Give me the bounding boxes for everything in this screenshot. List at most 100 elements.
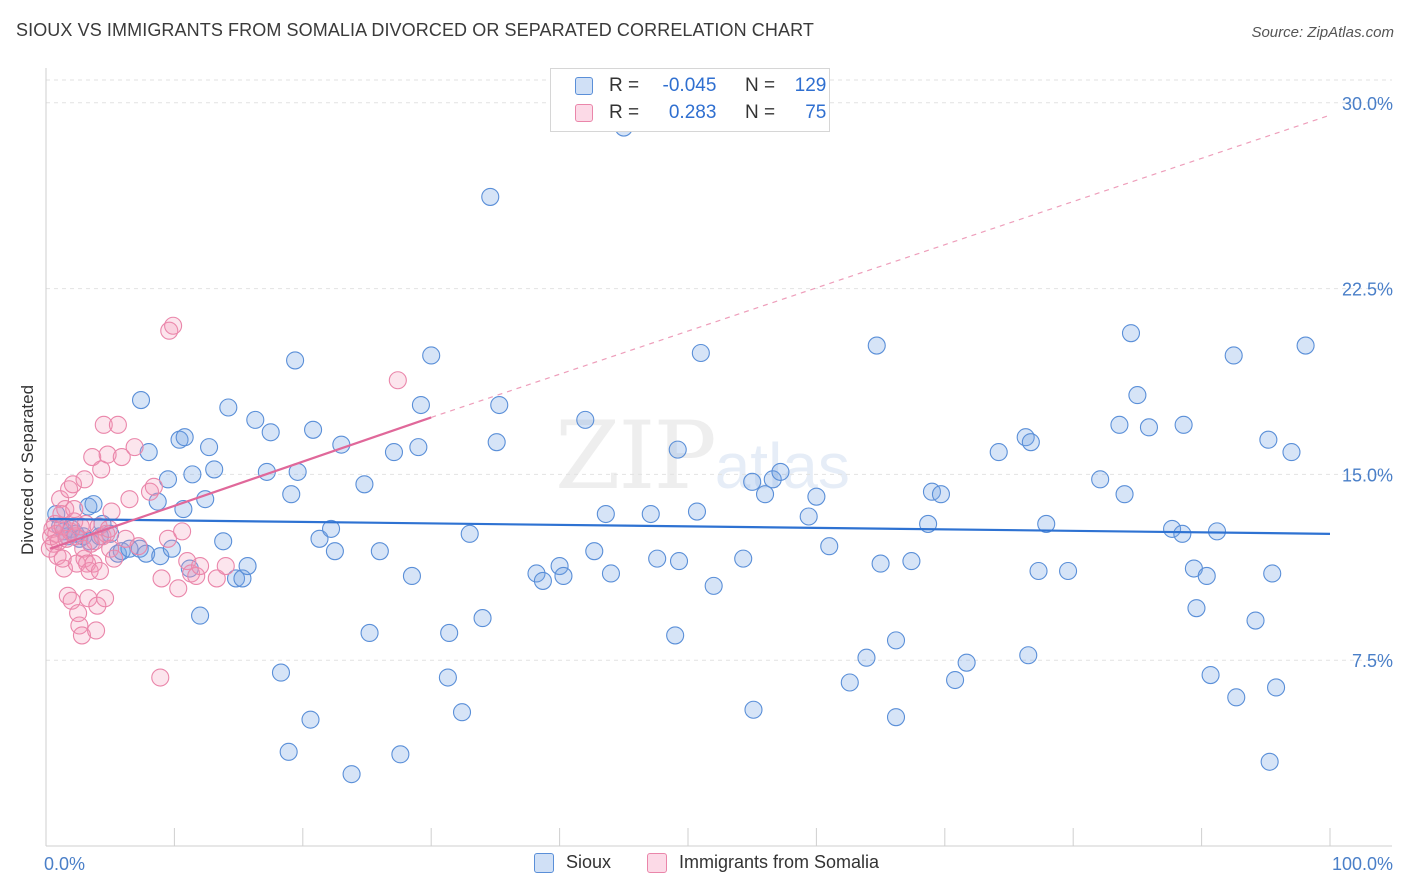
sioux-point	[666, 626, 685, 645]
somalia-point	[71, 517, 90, 536]
correlation-legend: R = -0.045 N = 129 R = 0.283 N = 75	[550, 68, 830, 132]
sioux-point	[957, 653, 976, 672]
sioux-point	[867, 336, 886, 355]
sioux-point	[820, 537, 839, 556]
somalia-point	[105, 549, 124, 568]
sioux-point	[1267, 678, 1286, 697]
sioux-point	[148, 492, 167, 511]
sioux-point	[840, 673, 859, 692]
somalia-point	[152, 569, 171, 588]
sioux-point	[886, 708, 906, 727]
sioux-point	[946, 670, 965, 690]
sioux-point	[325, 542, 344, 561]
x-tick-label: 100.0%	[1332, 854, 1393, 874]
sioux-point	[601, 564, 621, 583]
sioux-point	[1187, 599, 1206, 618]
somalia-swatch-icon	[575, 104, 593, 122]
sioux-point	[771, 462, 790, 481]
somalia-point	[88, 596, 107, 615]
sioux-point	[704, 576, 723, 595]
n-label: N =	[744, 102, 776, 123]
sioux-point	[1121, 324, 1141, 343]
data-points	[40, 118, 1331, 784]
sioux-point	[301, 710, 320, 729]
sioux-point	[886, 631, 906, 650]
sioux-point	[1139, 418, 1159, 437]
sioux-point	[1246, 611, 1265, 630]
axes	[45, 68, 1392, 847]
sioux-point	[1174, 415, 1193, 434]
sioux-point	[691, 343, 710, 363]
sioux-point	[1110, 415, 1129, 434]
somalia-point	[129, 537, 148, 556]
sioux-point	[668, 440, 687, 459]
sioux-point	[857, 648, 876, 667]
sioux-point	[282, 485, 301, 504]
sioux-point	[1128, 386, 1147, 405]
somalia-point	[158, 529, 178, 548]
sioux-point	[370, 542, 389, 561]
sioux-point	[355, 475, 374, 494]
somalia-point	[84, 554, 103, 573]
sioux-point	[871, 554, 890, 573]
sioux-point	[200, 438, 219, 457]
sioux-point	[162, 539, 181, 558]
sioux-point	[139, 443, 158, 462]
sioux-point	[807, 487, 826, 506]
sioux-point	[342, 765, 361, 784]
sioux-point	[384, 443, 404, 462]
sioux-point	[321, 519, 341, 538]
somalia-point	[90, 561, 109, 581]
sioux-point	[158, 470, 178, 489]
somalia-point	[191, 557, 210, 576]
somalia-point	[125, 438, 144, 457]
sioux-point	[271, 663, 291, 682]
sioux-point	[1282, 443, 1301, 462]
legend-label-somalia: Immigrants from Somalia	[679, 852, 880, 872]
sioux-point	[1021, 433, 1040, 452]
somalia-point	[65, 500, 84, 519]
source-credit: Source: ZipAtlas.com	[1251, 24, 1394, 41]
sioux-point	[214, 532, 233, 551]
sioux-point	[1296, 336, 1315, 355]
sioux-point	[422, 346, 441, 365]
sioux-point	[1197, 566, 1216, 586]
sioux-swatch-icon	[575, 77, 593, 95]
sioux-point	[989, 443, 1008, 462]
sioux-point	[1263, 564, 1282, 583]
sioux-point	[596, 504, 615, 524]
sioux-point	[409, 438, 428, 457]
chart-title: SIOUX VS IMMIGRANTS FROM SOMALIA DIVORCE…	[16, 20, 814, 40]
somalia-point	[173, 522, 192, 541]
sioux-point	[1201, 666, 1220, 685]
sioux-point	[554, 566, 573, 586]
somalia-point	[83, 447, 102, 467]
watermark-zip: ZIP	[555, 402, 717, 511]
r-label: R =	[609, 75, 640, 96]
r-label: R =	[609, 102, 640, 123]
sioux-point	[137, 544, 156, 563]
sioux-point	[279, 742, 298, 761]
sioux-point	[170, 430, 189, 449]
sioux-trend-line	[49, 517, 1331, 535]
sioux-point	[576, 410, 595, 429]
sioux-point	[1016, 428, 1035, 447]
sioux-point	[460, 524, 479, 543]
sioux-point	[452, 703, 472, 722]
sioux-point	[931, 485, 950, 504]
trend-lines	[431, 114, 1331, 418]
sioux-point	[402, 566, 421, 586]
sioux-point	[191, 606, 210, 625]
sioux-point	[799, 507, 818, 526]
somalia-point	[87, 621, 106, 640]
sioux-point	[1037, 514, 1056, 533]
somalia-point	[75, 470, 94, 489]
sioux-point	[304, 420, 323, 439]
sioux-point	[487, 433, 506, 452]
somalia-point	[63, 475, 83, 494]
sioux-point	[490, 395, 509, 415]
somalia-trend-extension	[431, 114, 1331, 418]
n-value: 129	[794, 75, 827, 96]
sioux-point	[763, 470, 782, 489]
